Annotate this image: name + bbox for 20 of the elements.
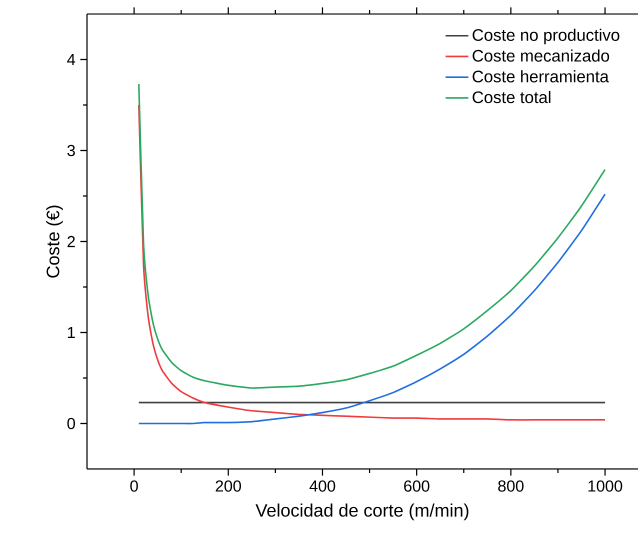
y-tick-label: 0 bbox=[67, 418, 76, 430]
x-tick-label: 600 bbox=[404, 480, 430, 492]
line-series bbox=[138, 104, 606, 421]
legend-label: Coste herramienta bbox=[472, 70, 609, 82]
y-tick-label: 4 bbox=[67, 54, 76, 66]
y-tick-label: 1 bbox=[68, 327, 75, 338]
x-tick-label: 0 bbox=[130, 480, 138, 492]
x-tick-label: 400 bbox=[310, 480, 336, 492]
x-tick-label: 800 bbox=[498, 480, 524, 492]
y-tick-label: 3 bbox=[67, 144, 75, 156]
legend-label: Coste total bbox=[472, 90, 550, 104]
line-series bbox=[138, 193, 606, 424]
legend-label: Coste no productivo bbox=[472, 28, 620, 44]
x-tick-label: 1000 bbox=[588, 480, 622, 492]
y-tick-label: 2 bbox=[68, 236, 75, 248]
legend-label: Coste mecanizado bbox=[472, 49, 610, 62]
y-axis-title: Coste (€) bbox=[46, 206, 63, 278]
x-axis-title: Velocidad de corte (m/min) bbox=[256, 504, 468, 520]
line-series bbox=[138, 83, 606, 389]
x-tick-label: 200 bbox=[216, 480, 242, 492]
